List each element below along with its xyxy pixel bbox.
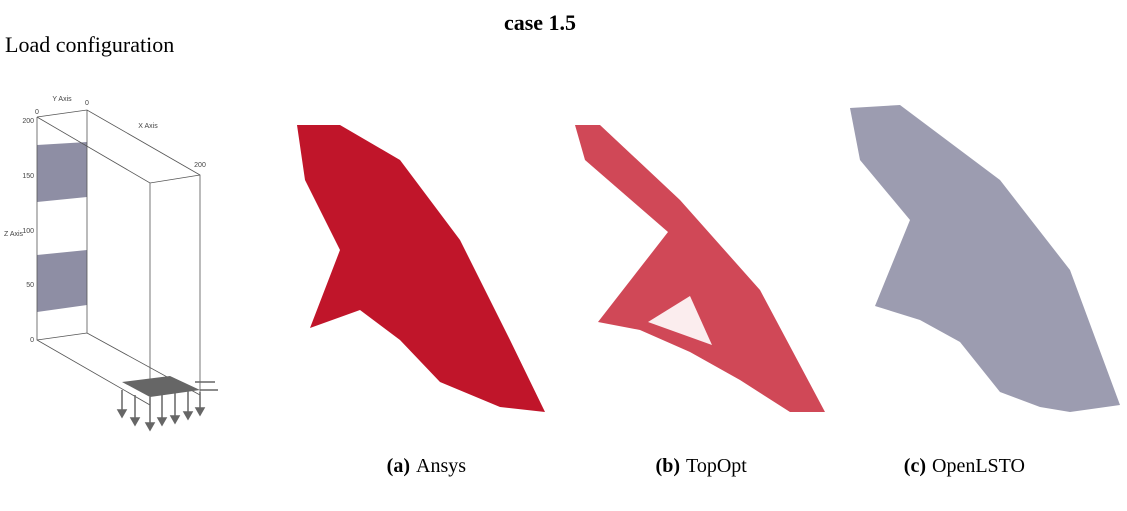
axis-label: Z Axis — [4, 231, 24, 238]
support-patch — [37, 250, 87, 312]
tick-label: 200 — [194, 162, 206, 169]
caption-name: OpenLSTO — [932, 455, 1025, 477]
caption-name: Ansys — [416, 455, 466, 477]
support-patch — [37, 142, 87, 202]
figure: case 1.5 Load configuration Y Axis X Axi… — [0, 0, 1127, 511]
openlsto-result — [850, 105, 1120, 412]
figure-title: case 1.5 — [504, 10, 576, 35]
caption-tag: (c) — [904, 455, 926, 477]
tick-label: 50 — [26, 282, 34, 289]
topopt-result — [575, 125, 825, 412]
captions: (a) Ansys (b) TopOpt (c) OpenLSTO — [387, 455, 1025, 477]
panel-label: Load configuration — [5, 32, 174, 57]
tick-label: 150 — [22, 173, 34, 180]
tick-label: 200 — [22, 118, 34, 125]
axis-label: X Axis — [138, 123, 158, 130]
tick-label: 100 — [22, 228, 34, 235]
tick-label: 0 — [30, 337, 34, 344]
load-diagram: Y Axis X Axis Z Axis 0 0 200 200 150 100… — [4, 96, 218, 430]
tick-label: 0 — [35, 109, 39, 116]
ansys-result — [297, 125, 545, 412]
caption-tag: (a) — [387, 455, 410, 477]
axis-label: Y Axis — [52, 96, 72, 103]
tick-label: 0 — [85, 100, 89, 107]
caption-name: TopOpt — [686, 455, 747, 477]
caption-tag: (b) — [656, 455, 680, 477]
